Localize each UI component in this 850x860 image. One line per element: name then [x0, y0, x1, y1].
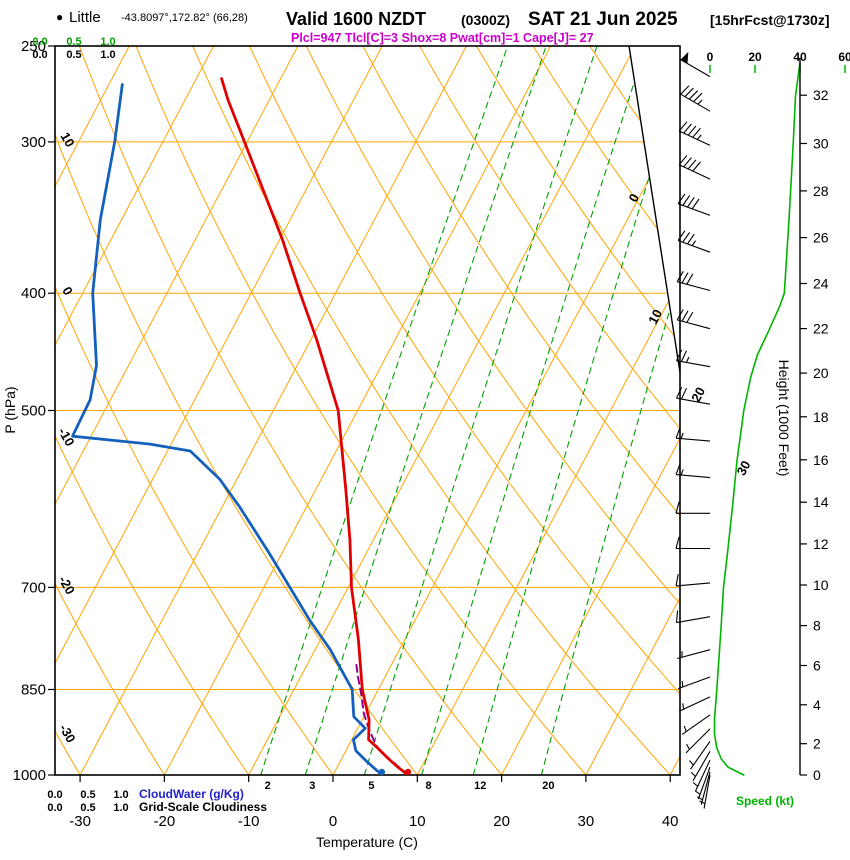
svg-text:40: 40 — [793, 50, 807, 64]
mixing-ratio-labels: 2 3 5 8 12 20 — [265, 780, 555, 792]
svg-text:10: 10 — [409, 813, 426, 830]
cloudiness-scale-1: 0.5 — [80, 802, 95, 814]
speed-scale: 0 20 40 60 — [707, 50, 850, 73]
svg-text:20: 20 — [688, 385, 708, 405]
svg-text:26: 26 — [813, 230, 829, 246]
cloud-scale-top-green-1: 0.5 — [66, 36, 81, 48]
temperature-axis-title: Temperature (C) — [316, 834, 418, 850]
stability-indices: Plcl=947 Tlcl[C]=3 Shox=8 Pwat[cm]=1 Cap… — [291, 31, 594, 45]
surface-temperature-dot — [404, 768, 412, 776]
svg-text:-30: -30 — [56, 722, 78, 746]
temperature-axis: -30 -20 -10 0 10 20 30 40 — [69, 775, 679, 830]
cloud-scale-top-green-2: 1.0 — [100, 36, 115, 48]
valid-date: SAT 21 Jun 2025 — [528, 9, 678, 30]
svg-text:500: 500 — [21, 403, 46, 420]
cloud-scale-top-green-0: 0.0 — [32, 36, 47, 48]
cloudwater-scale-2: 1.0 — [113, 789, 128, 801]
svg-text:32: 32 — [813, 87, 829, 103]
svg-text:8: 8 — [426, 780, 432, 792]
svg-text:12: 12 — [813, 536, 829, 552]
svg-text:2: 2 — [265, 780, 271, 792]
svg-text:300: 300 — [21, 134, 46, 151]
svg-text:60: 60 — [838, 50, 850, 64]
svg-text:3: 3 — [309, 780, 315, 792]
svg-text:-10: -10 — [238, 813, 260, 830]
svg-text:6: 6 — [813, 658, 821, 674]
svg-text:16: 16 — [813, 452, 829, 468]
svg-text:14: 14 — [813, 494, 829, 510]
cloud-scale-top-black-2: 1.0 — [100, 49, 115, 61]
svg-text:40: 40 — [662, 813, 679, 830]
svg-text:30: 30 — [734, 458, 754, 478]
station-marker-icon: ● — [56, 10, 63, 24]
cloud-scale-top-black-0: 0.0 — [32, 49, 47, 61]
surface-dots — [378, 768, 412, 776]
dry-adiabat-labels: 10 0 -10 -20 -30 — [55, 130, 78, 746]
svg-text:20: 20 — [493, 813, 510, 830]
svg-text:12: 12 — [474, 780, 486, 792]
svg-text:20: 20 — [542, 780, 554, 792]
svg-text:24: 24 — [813, 276, 829, 292]
valid-zulu: (0300Z) — [461, 12, 510, 28]
svg-text:30: 30 — [813, 136, 829, 152]
svg-text:18: 18 — [813, 409, 829, 425]
svg-text:10: 10 — [645, 307, 665, 327]
pressure-axis: 250 300 400 500 700 850 1000 — [13, 38, 55, 784]
speed-axis-title: Speed (kt) — [736, 794, 794, 808]
svg-text:0: 0 — [329, 813, 337, 830]
svg-text:4: 4 — [813, 697, 821, 713]
svg-text:850: 850 — [21, 682, 46, 699]
svg-text:2: 2 — [813, 736, 821, 752]
svg-text:10: 10 — [57, 130, 77, 150]
svg-text:-20: -20 — [154, 813, 176, 830]
height-axis-title: Height (1000 Feet) — [776, 360, 792, 477]
svg-text:30: 30 — [578, 813, 595, 830]
svg-text:20: 20 — [813, 365, 829, 381]
cloudwater-scale-0: 0.0 — [47, 789, 62, 801]
background-grid — [55, 46, 680, 775]
cloudiness-legend-label: Grid-Scale Cloudiness — [139, 800, 267, 814]
forecast-note: [15hrFcst@1730z] — [710, 12, 829, 28]
svg-text:5: 5 — [368, 780, 374, 792]
svg-text:20: 20 — [748, 50, 762, 64]
sounding-profiles — [71, 77, 410, 775]
svg-text:-20: -20 — [56, 573, 78, 597]
svg-text:22: 22 — [813, 321, 829, 337]
svg-text:250: 250 — [21, 38, 46, 55]
svg-text:0: 0 — [59, 284, 76, 298]
svg-text:1000: 1000 — [13, 767, 46, 784]
svg-text:28: 28 — [813, 183, 829, 199]
valid-time: Valid 1600 NZDT — [286, 9, 426, 29]
svg-text:-30: -30 — [69, 813, 91, 830]
wind-barbs — [675, 51, 711, 809]
isotherm-labels: 0 10 20 30 — [626, 191, 754, 478]
svg-text:0: 0 — [626, 191, 643, 204]
surface-dewpoint-dot — [378, 768, 386, 776]
svg-text:0: 0 — [707, 50, 714, 64]
pressure-axis-title: P (hPa) — [2, 386, 18, 433]
station-name: Little — [69, 9, 101, 26]
cloudwater-scale-1: 0.5 — [80, 789, 95, 801]
svg-text:-10: -10 — [55, 425, 77, 449]
cloudiness-scale-0: 0.0 — [47, 802, 62, 814]
station-coords: -43.8097°,172.82° (66,28) — [121, 12, 248, 24]
cloudiness-scale-2: 1.0 — [113, 802, 128, 814]
svg-text:10: 10 — [813, 577, 829, 593]
svg-text:0: 0 — [813, 767, 821, 783]
svg-text:700: 700 — [21, 579, 46, 596]
cloudwater-legend-label: CloudWater (g/Kg) — [139, 787, 244, 801]
wind-speed-profile — [713, 61, 801, 776]
svg-text:400: 400 — [21, 285, 46, 302]
cloud-scale-top-black-1: 0.5 — [66, 49, 81, 61]
svg-text:8: 8 — [813, 618, 821, 634]
